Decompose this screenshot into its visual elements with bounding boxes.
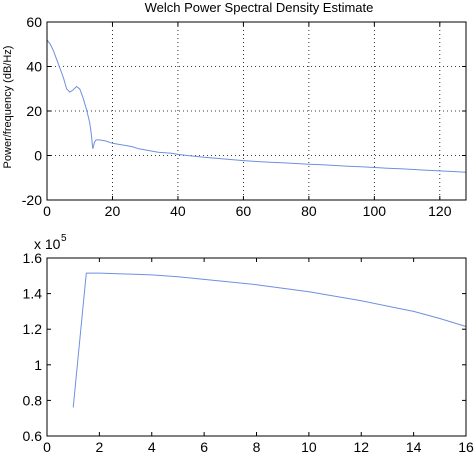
x-tick-label: 6 [200, 439, 208, 454]
y-tick-label: 0.6 [23, 428, 43, 444]
x-tick-label: 0 [43, 439, 51, 454]
y-tick-label: 0 [34, 148, 42, 164]
x-tick-label: 80 [301, 203, 317, 219]
x-tick-label: 120 [428, 203, 452, 219]
x-tick-label: 14 [406, 439, 422, 454]
y-tick-label: 0.8 [23, 392, 43, 408]
series-line [72, 272, 467, 408]
plot-frame [46, 21, 467, 201]
axis-multiplier-exponent: 5 [61, 233, 67, 244]
x-tick-label: 16 [458, 439, 474, 454]
x-tick-label: 8 [253, 439, 261, 454]
lower-chart: x 10 5 0 2 4 6 8 10 12 14 16 0.6 0.8 1 1.2 1.4 1.6 [23, 233, 474, 454]
y-tick-label: 1.4 [23, 286, 43, 302]
y-tick-label: 1.6 [23, 250, 43, 266]
y-tick-label: -20 [22, 192, 42, 208]
x-tick-label: 12 [353, 439, 369, 454]
y-tick-label: 20 [26, 103, 42, 119]
y-tick-label: 40 [26, 59, 42, 75]
x-tick-label: 20 [105, 203, 121, 219]
x-tick-label: 100 [363, 203, 387, 219]
x-tick-label: 10 [301, 439, 317, 454]
x-tick-label: 40 [170, 203, 186, 219]
x-tick-label: 2 [95, 439, 103, 454]
x-tick-label: 0 [43, 203, 51, 219]
y-tick-label: 1.2 [23, 321, 43, 337]
chart-title: Welch Power Spectral Density Estimate [145, 0, 374, 15]
x-tick-label: 4 [148, 439, 156, 454]
y-tick-label: 60 [26, 14, 42, 30]
y-axis-label: Power/frequency (dB/Hz) [2, 46, 14, 169]
axis-multiplier: x 10 [34, 236, 61, 252]
plot-frame [46, 257, 467, 437]
x-tick-label: 60 [236, 203, 252, 219]
y-tick-label: 1 [34, 357, 42, 373]
psd-chart: Welch Power Spectral Density Estimate Po… [2, 0, 467, 219]
series-line [46, 39, 467, 173]
